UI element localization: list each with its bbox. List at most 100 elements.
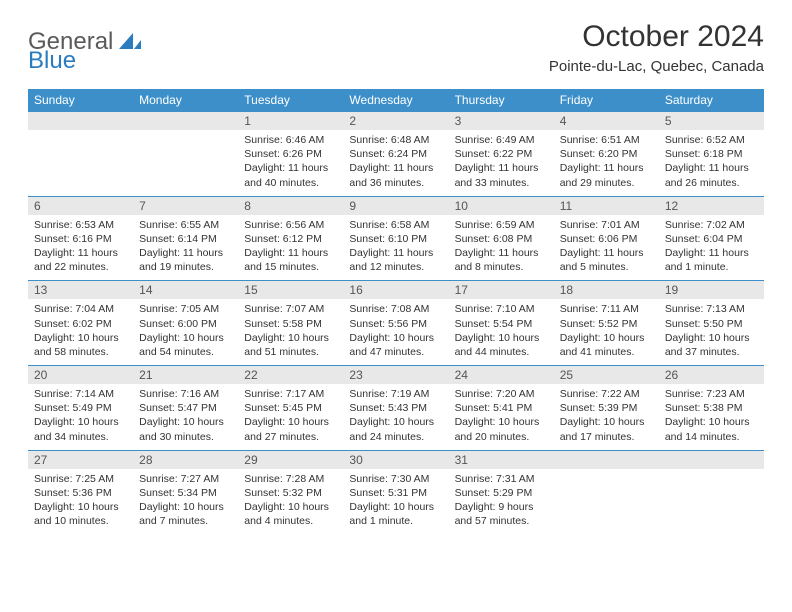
weekday-header: Sunday (28, 89, 133, 111)
calendar-cell: 30Sunrise: 7:30 AMSunset: 5:31 PMDayligh… (343, 450, 448, 535)
calendar-row: 13Sunrise: 7:04 AMSunset: 6:02 PMDayligh… (28, 280, 764, 365)
day-number: 27 (28, 450, 133, 469)
calendar-cell (28, 111, 133, 196)
calendar-cell: 31Sunrise: 7:31 AMSunset: 5:29 PMDayligh… (449, 450, 554, 535)
day-body: Sunrise: 6:55 AMSunset: 6:14 PMDaylight:… (133, 215, 238, 281)
calendar-cell: 9Sunrise: 6:58 AMSunset: 6:10 PMDaylight… (343, 196, 448, 281)
day-number: 29 (238, 450, 343, 469)
day-number: 9 (343, 196, 448, 215)
calendar-cell: 1Sunrise: 6:46 AMSunset: 6:26 PMDaylight… (238, 111, 343, 196)
calendar-cell: 2Sunrise: 6:48 AMSunset: 6:24 PMDaylight… (343, 111, 448, 196)
calendar-cell: 10Sunrise: 6:59 AMSunset: 6:08 PMDayligh… (449, 196, 554, 281)
day-number: 1 (238, 111, 343, 130)
calendar-cell: 22Sunrise: 7:17 AMSunset: 5:45 PMDayligh… (238, 365, 343, 450)
calendar-cell: 5Sunrise: 6:52 AMSunset: 6:18 PMDaylight… (659, 111, 764, 196)
day-body: Sunrise: 7:11 AMSunset: 5:52 PMDaylight:… (554, 299, 659, 365)
day-body-empty (554, 469, 659, 519)
day-body: Sunrise: 6:49 AMSunset: 6:22 PMDaylight:… (449, 130, 554, 196)
calendar-cell: 25Sunrise: 7:22 AMSunset: 5:39 PMDayligh… (554, 365, 659, 450)
calendar-cell: 23Sunrise: 7:19 AMSunset: 5:43 PMDayligh… (343, 365, 448, 450)
day-body: Sunrise: 7:07 AMSunset: 5:58 PMDaylight:… (238, 299, 343, 365)
day-number: 24 (449, 365, 554, 384)
day-number: 31 (449, 450, 554, 469)
day-number: 14 (133, 280, 238, 299)
calendar-cell: 13Sunrise: 7:04 AMSunset: 6:02 PMDayligh… (28, 280, 133, 365)
weekday-header: Wednesday (343, 89, 448, 111)
weekday-header-row: SundayMondayTuesdayWednesdayThursdayFrid… (28, 89, 764, 111)
calendar-cell: 16Sunrise: 7:08 AMSunset: 5:56 PMDayligh… (343, 280, 448, 365)
day-body: Sunrise: 7:28 AMSunset: 5:32 PMDaylight:… (238, 469, 343, 535)
weekday-header: Monday (133, 89, 238, 111)
day-body: Sunrise: 6:53 AMSunset: 6:16 PMDaylight:… (28, 215, 133, 281)
day-number: 12 (659, 196, 764, 215)
day-body: Sunrise: 6:52 AMSunset: 6:18 PMDaylight:… (659, 130, 764, 196)
weekday-header: Friday (554, 89, 659, 111)
day-body-empty (28, 130, 133, 180)
calendar-cell: 18Sunrise: 7:11 AMSunset: 5:52 PMDayligh… (554, 280, 659, 365)
calendar-cell: 29Sunrise: 7:28 AMSunset: 5:32 PMDayligh… (238, 450, 343, 535)
day-number: 22 (238, 365, 343, 384)
day-number: 18 (554, 280, 659, 299)
weekday-header: Thursday (449, 89, 554, 111)
calendar-body: 1Sunrise: 6:46 AMSunset: 6:26 PMDaylight… (28, 111, 764, 534)
day-number: 6 (28, 196, 133, 215)
logo-triangle-icon (119, 31, 145, 56)
calendar-cell: 19Sunrise: 7:13 AMSunset: 5:50 PMDayligh… (659, 280, 764, 365)
day-body: Sunrise: 7:20 AMSunset: 5:41 PMDaylight:… (449, 384, 554, 450)
day-number: 21 (133, 365, 238, 384)
calendar-cell: 8Sunrise: 6:56 AMSunset: 6:12 PMDaylight… (238, 196, 343, 281)
day-number: 28 (133, 450, 238, 469)
day-body: Sunrise: 6:59 AMSunset: 6:08 PMDaylight:… (449, 215, 554, 281)
day-number: 13 (28, 280, 133, 299)
day-number: 3 (449, 111, 554, 130)
day-body: Sunrise: 7:17 AMSunset: 5:45 PMDaylight:… (238, 384, 343, 450)
day-body: Sunrise: 7:05 AMSunset: 6:00 PMDaylight:… (133, 299, 238, 365)
day-body: Sunrise: 7:31 AMSunset: 5:29 PMDaylight:… (449, 469, 554, 535)
day-number: 2 (343, 111, 448, 130)
calendar-row: 6Sunrise: 6:53 AMSunset: 6:16 PMDaylight… (28, 196, 764, 281)
day-number: 8 (238, 196, 343, 215)
day-body: Sunrise: 6:51 AMSunset: 6:20 PMDaylight:… (554, 130, 659, 196)
day-body: Sunrise: 7:27 AMSunset: 5:34 PMDaylight:… (133, 469, 238, 535)
day-body: Sunrise: 6:56 AMSunset: 6:12 PMDaylight:… (238, 215, 343, 281)
calendar-table: SundayMondayTuesdayWednesdayThursdayFrid… (28, 89, 764, 534)
day-body: Sunrise: 7:25 AMSunset: 5:36 PMDaylight:… (28, 469, 133, 535)
calendar-cell: 21Sunrise: 7:16 AMSunset: 5:47 PMDayligh… (133, 365, 238, 450)
day-number: 30 (343, 450, 448, 469)
calendar-cell: 28Sunrise: 7:27 AMSunset: 5:34 PMDayligh… (133, 450, 238, 535)
day-body: Sunrise: 7:13 AMSunset: 5:50 PMDaylight:… (659, 299, 764, 365)
calendar-cell: 14Sunrise: 7:05 AMSunset: 6:00 PMDayligh… (133, 280, 238, 365)
day-number-empty (659, 450, 764, 469)
calendar-cell: 7Sunrise: 6:55 AMSunset: 6:14 PMDaylight… (133, 196, 238, 281)
day-body: Sunrise: 7:02 AMSunset: 6:04 PMDaylight:… (659, 215, 764, 281)
day-body: Sunrise: 7:14 AMSunset: 5:49 PMDaylight:… (28, 384, 133, 450)
calendar-cell: 15Sunrise: 7:07 AMSunset: 5:58 PMDayligh… (238, 280, 343, 365)
day-body: Sunrise: 7:22 AMSunset: 5:39 PMDaylight:… (554, 384, 659, 450)
day-number: 4 (554, 111, 659, 130)
logo-word-blue: Blue (28, 47, 76, 75)
day-number-empty (28, 111, 133, 130)
day-body: Sunrise: 7:16 AMSunset: 5:47 PMDaylight:… (133, 384, 238, 450)
calendar-cell: 11Sunrise: 7:01 AMSunset: 6:06 PMDayligh… (554, 196, 659, 281)
day-number: 17 (449, 280, 554, 299)
title-block: October 2024 Pointe-du-Lac, Quebec, Cana… (549, 20, 764, 75)
day-number-empty (554, 450, 659, 469)
calendar-cell: 6Sunrise: 6:53 AMSunset: 6:16 PMDaylight… (28, 196, 133, 281)
calendar-cell: 27Sunrise: 7:25 AMSunset: 5:36 PMDayligh… (28, 450, 133, 535)
calendar-row: 1Sunrise: 6:46 AMSunset: 6:26 PMDaylight… (28, 111, 764, 196)
calendar-cell: 26Sunrise: 7:23 AMSunset: 5:38 PMDayligh… (659, 365, 764, 450)
day-body: Sunrise: 7:08 AMSunset: 5:56 PMDaylight:… (343, 299, 448, 365)
day-number: 5 (659, 111, 764, 130)
calendar-row: 20Sunrise: 7:14 AMSunset: 5:49 PMDayligh… (28, 365, 764, 450)
day-number: 23 (343, 365, 448, 384)
day-body-empty (133, 130, 238, 180)
calendar-cell: 20Sunrise: 7:14 AMSunset: 5:49 PMDayligh… (28, 365, 133, 450)
day-body: Sunrise: 7:23 AMSunset: 5:38 PMDaylight:… (659, 384, 764, 450)
day-body: Sunrise: 6:46 AMSunset: 6:26 PMDaylight:… (238, 130, 343, 196)
day-body: Sunrise: 7:30 AMSunset: 5:31 PMDaylight:… (343, 469, 448, 535)
weekday-header: Tuesday (238, 89, 343, 111)
calendar-cell: 4Sunrise: 6:51 AMSunset: 6:20 PMDaylight… (554, 111, 659, 196)
calendar-cell: 17Sunrise: 7:10 AMSunset: 5:54 PMDayligh… (449, 280, 554, 365)
day-number: 15 (238, 280, 343, 299)
day-number: 26 (659, 365, 764, 384)
